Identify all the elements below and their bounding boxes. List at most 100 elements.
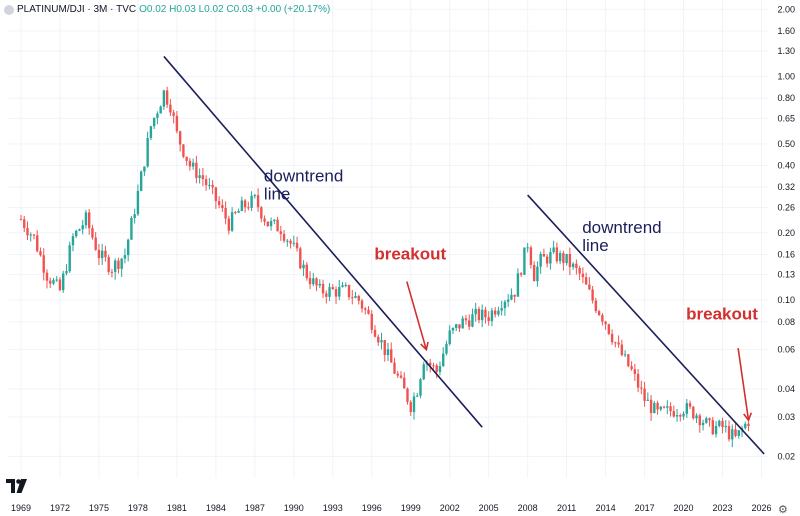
candle-body bbox=[607, 324, 611, 334]
breakout-arrow-head bbox=[743, 412, 753, 422]
candle-body bbox=[393, 362, 396, 374]
breakout-arrow-head bbox=[420, 341, 429, 352]
y-tick-label: 0.26 bbox=[777, 202, 795, 212]
candle-body bbox=[172, 112, 175, 116]
candle-body bbox=[614, 342, 617, 344]
candle-body bbox=[562, 253, 565, 264]
candle-body bbox=[653, 402, 656, 414]
candle-body bbox=[276, 219, 279, 232]
candle-body bbox=[273, 219, 276, 221]
candle-body bbox=[455, 324, 458, 328]
candle-body bbox=[571, 263, 575, 268]
candle-body bbox=[679, 415, 682, 417]
candle-body bbox=[429, 362, 432, 366]
candle-body bbox=[45, 272, 49, 281]
x-tick-label: 2020 bbox=[674, 503, 694, 513]
candle-body bbox=[367, 309, 370, 314]
candle-body bbox=[354, 296, 357, 298]
candle-body bbox=[422, 364, 425, 380]
y-tick-label: 1.30 bbox=[777, 46, 795, 56]
candle-body bbox=[708, 418, 711, 421]
y-tick-label: 0.03 bbox=[777, 412, 795, 422]
candle-body bbox=[591, 289, 594, 301]
candle-body bbox=[597, 311, 601, 316]
candle-body bbox=[636, 373, 640, 388]
candle-body bbox=[292, 242, 296, 244]
y-tick-label: 0.06 bbox=[777, 345, 795, 355]
tradingview-logo-icon[interactable] bbox=[6, 479, 28, 493]
x-tick-label: 1984 bbox=[206, 503, 226, 513]
candle-body bbox=[526, 247, 529, 249]
candle-body bbox=[705, 418, 708, 423]
candle-body bbox=[721, 420, 724, 428]
x-tick-label: 1990 bbox=[284, 503, 304, 513]
candle-body bbox=[156, 113, 159, 118]
candle-body bbox=[32, 234, 36, 236]
candle-body bbox=[253, 195, 257, 197]
downtrend-label: downtrend line bbox=[264, 166, 343, 203]
candle-body bbox=[123, 255, 127, 259]
downtrend-label: downtrend line bbox=[582, 218, 661, 255]
candle-body bbox=[377, 336, 380, 343]
candle-body bbox=[87, 212, 91, 229]
candle-body bbox=[143, 166, 146, 172]
candle-body bbox=[237, 210, 240, 213]
x-tick-label: 2026 bbox=[751, 503, 771, 513]
candle-body bbox=[360, 300, 364, 309]
candle-body bbox=[727, 426, 731, 440]
candle-body bbox=[695, 415, 698, 419]
x-tick-label: 1981 bbox=[167, 503, 187, 513]
candle-body bbox=[149, 126, 153, 138]
x-tick-label: 1996 bbox=[362, 503, 382, 513]
candle-body bbox=[120, 258, 123, 269]
candle-body bbox=[692, 406, 695, 419]
candle-body bbox=[565, 253, 568, 264]
candle-body bbox=[94, 237, 97, 250]
candle-body bbox=[744, 423, 747, 429]
candle-body bbox=[260, 207, 263, 219]
x-axis[interactable]: 1969 1972 1975 1978 1981 1984 1987 1990 1993 1996… bbox=[11, 503, 772, 513]
candle-body bbox=[601, 315, 604, 322]
candle-body bbox=[325, 293, 328, 297]
candle-body bbox=[458, 324, 461, 329]
candle-body bbox=[493, 310, 497, 315]
candle-body bbox=[484, 309, 487, 318]
candle-body bbox=[312, 278, 315, 285]
candle-body bbox=[146, 137, 149, 167]
candle-body bbox=[435, 365, 438, 372]
symbol-icon bbox=[4, 4, 14, 15]
candle-body bbox=[711, 420, 714, 435]
candle-body bbox=[399, 375, 403, 378]
candle-body bbox=[510, 294, 513, 300]
candle-body bbox=[175, 115, 179, 132]
ohlc-values: O0.02 H0.03 L0.02 C0.03 +0.00 (+20.17%) bbox=[139, 4, 331, 15]
symbol-label[interactable]: PLATINUM/DJI · 3M · TVC bbox=[17, 4, 137, 15]
x-tick-label: 1999 bbox=[401, 503, 421, 513]
candle-body bbox=[542, 253, 546, 257]
candle-body bbox=[162, 90, 166, 107]
candle-body bbox=[318, 283, 321, 286]
x-tick-label: 2017 bbox=[635, 503, 655, 513]
candle-body bbox=[201, 175, 205, 180]
settings-gear-icon[interactable]: ⚙ bbox=[778, 503, 788, 516]
candle-body bbox=[133, 214, 136, 218]
candle-body bbox=[584, 277, 588, 285]
candle-body bbox=[474, 308, 477, 315]
candle-body bbox=[643, 388, 646, 401]
candlestick-series bbox=[19, 86, 750, 448]
y-axis[interactable]: 2.00 1.60 1.30 1.00 0.80 0.65 0.50 0.40 0.32 0.26… bbox=[777, 4, 795, 461]
candle-body bbox=[357, 296, 360, 301]
candle-body bbox=[204, 179, 208, 186]
candle-body bbox=[269, 220, 273, 227]
breakout-label: breakout bbox=[374, 244, 446, 263]
candle-body bbox=[295, 242, 299, 249]
x-tick-label: 1987 bbox=[245, 503, 265, 513]
candle-body bbox=[159, 106, 162, 114]
candle-body bbox=[714, 425, 718, 435]
candle-body bbox=[344, 284, 347, 286]
candle-body bbox=[448, 330, 451, 344]
x-tick-label: 2005 bbox=[479, 503, 499, 513]
candle-body bbox=[659, 406, 663, 410]
candle-body bbox=[516, 273, 520, 297]
